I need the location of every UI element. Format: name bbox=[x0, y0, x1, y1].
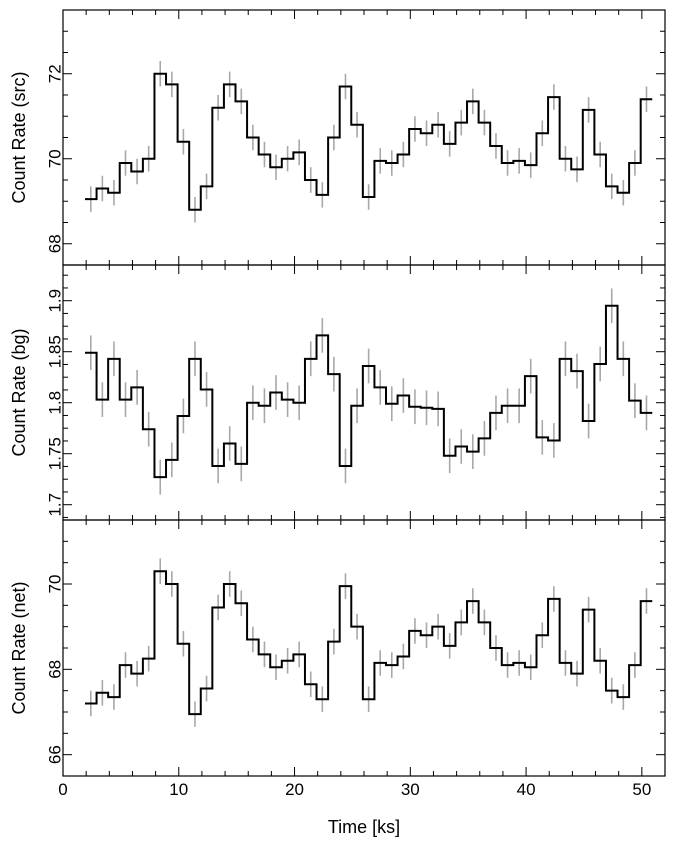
y-tick-label: 1.9 bbox=[46, 289, 65, 313]
y-tick-label: 66 bbox=[46, 745, 65, 764]
x-tick-label: 0 bbox=[58, 780, 67, 799]
panel-1: 68 70 72 Count Rate (src) bbox=[9, 9, 666, 266]
panel-frame bbox=[62, 264, 666, 521]
y-tick-label: 70 bbox=[46, 149, 65, 168]
panel-frame bbox=[62, 519, 666, 777]
x-tick-label: 40 bbox=[517, 780, 536, 799]
y-tick-label: 72 bbox=[46, 64, 65, 83]
panel-3: 66 68 70 Count Rate (net) bbox=[9, 519, 666, 777]
y-axis-title: Count Rate (bg) bbox=[9, 328, 29, 456]
y-tick-label: 1.85 bbox=[46, 335, 65, 368]
x-tick-label: 10 bbox=[169, 780, 188, 799]
y-axis-title: Count Rate (src) bbox=[9, 71, 29, 203]
x-tick-label: 20 bbox=[285, 780, 304, 799]
y-tick-label: 68 bbox=[46, 234, 65, 253]
x-tick-label: 50 bbox=[632, 780, 651, 799]
y-axis-title: Count Rate (net) bbox=[9, 581, 29, 714]
x-tick-label: 30 bbox=[401, 780, 420, 799]
panel-2: 1.7 1.75 1.8 1.85 1.9 Count Rate (bg) bbox=[9, 264, 666, 521]
panel-frame bbox=[62, 9, 666, 266]
y-tick-label: 68 bbox=[46, 660, 65, 679]
data-step-line bbox=[85, 570, 653, 716]
y-tick-label: 1.75 bbox=[46, 437, 65, 470]
x-axis-title: Time [ks] bbox=[328, 817, 400, 837]
y-tick-label: 1.8 bbox=[46, 391, 65, 415]
y-tick-label: 70 bbox=[46, 575, 65, 594]
data-step-line bbox=[85, 304, 653, 479]
y-tick-label: 1.7 bbox=[46, 493, 65, 517]
data-step-line bbox=[85, 72, 653, 211]
